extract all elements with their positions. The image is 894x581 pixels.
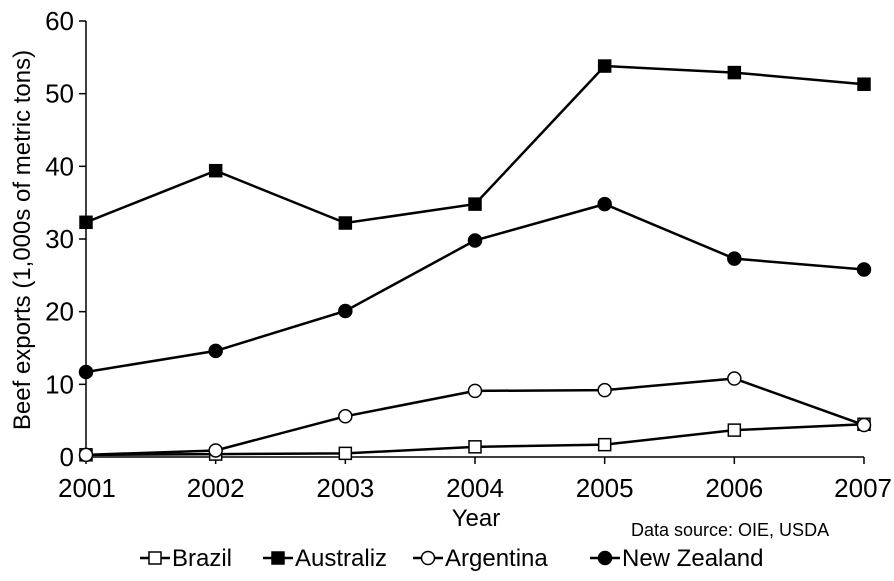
data-point (468, 440, 482, 454)
data-point (597, 382, 612, 398)
y-tick-label: 10 (45, 369, 74, 399)
data-point (856, 262, 872, 277)
data-point (208, 343, 223, 359)
y-ticks: 0 10 20 30 40 50 60 (45, 6, 86, 472)
data-point (467, 233, 483, 248)
legend-marker (420, 550, 436, 566)
x-tick-label: 2004 (446, 473, 504, 503)
x-tick-label: 2002 (187, 473, 245, 503)
data-point (857, 77, 871, 91)
data-point (597, 196, 612, 212)
data-point (727, 423, 742, 437)
data-point (338, 303, 353, 319)
legend-marker (597, 550, 613, 566)
legend-label: Australiz (295, 545, 387, 572)
y-tick-label: 50 (45, 79, 74, 109)
data-point (727, 251, 742, 266)
legend-item: Australiz (263, 545, 387, 572)
series-brazil (79, 417, 871, 462)
legend-marker (148, 551, 162, 565)
y-tick-label: 30 (45, 224, 74, 254)
series-argentina (78, 371, 872, 463)
legend-item: Argentina (413, 545, 548, 572)
x-tick-label: 2006 (705, 473, 763, 503)
data-point (78, 364, 94, 380)
legend-marker (271, 551, 285, 565)
y-tick-label: 40 (45, 151, 74, 181)
x-tick-label: 2001 (58, 473, 116, 503)
y-tick-label: 60 (45, 6, 74, 36)
legend-label: Argentina (445, 545, 548, 572)
legend-label: New Zealand (622, 545, 763, 572)
data-source-note: Data source: OIE, USDA (631, 520, 829, 540)
legend-label: Brazil (172, 545, 232, 572)
data-point (597, 59, 612, 73)
data-point (79, 215, 93, 230)
x-ticks: 2001 2002 2003 2004 2005 2006 2007 (58, 457, 892, 503)
legend-item: New Zealand (590, 545, 763, 572)
data-point (208, 163, 223, 178)
series-line (85, 202, 865, 374)
data-point (856, 417, 872, 433)
x-axis-title: Year (452, 505, 501, 532)
data-point (78, 447, 94, 463)
x-tick-label: 2005 (576, 473, 634, 503)
x-tick-label: 2007 (834, 473, 892, 503)
x-tick-label: 2003 (316, 473, 374, 503)
data-point (727, 65, 742, 80)
y-axis-title: Beef exports (1,000s of metric tons) (9, 50, 36, 430)
data-point (338, 409, 353, 424)
data-point (338, 446, 353, 461)
data-point (727, 371, 742, 386)
y-tick-label: 0 (60, 442, 74, 472)
data-point (597, 437, 612, 452)
data-point (468, 197, 482, 211)
data-point (208, 443, 223, 458)
series-layer (78, 59, 872, 463)
y-tick-label: 20 (45, 297, 74, 327)
legend-item: Brazil (140, 545, 232, 572)
data-point (467, 383, 483, 399)
series-new-zealand (78, 196, 872, 380)
series-australiz (79, 59, 871, 230)
legend: Brazil Australiz Argentina New Zealand (140, 545, 763, 572)
data-point (338, 216, 353, 230)
